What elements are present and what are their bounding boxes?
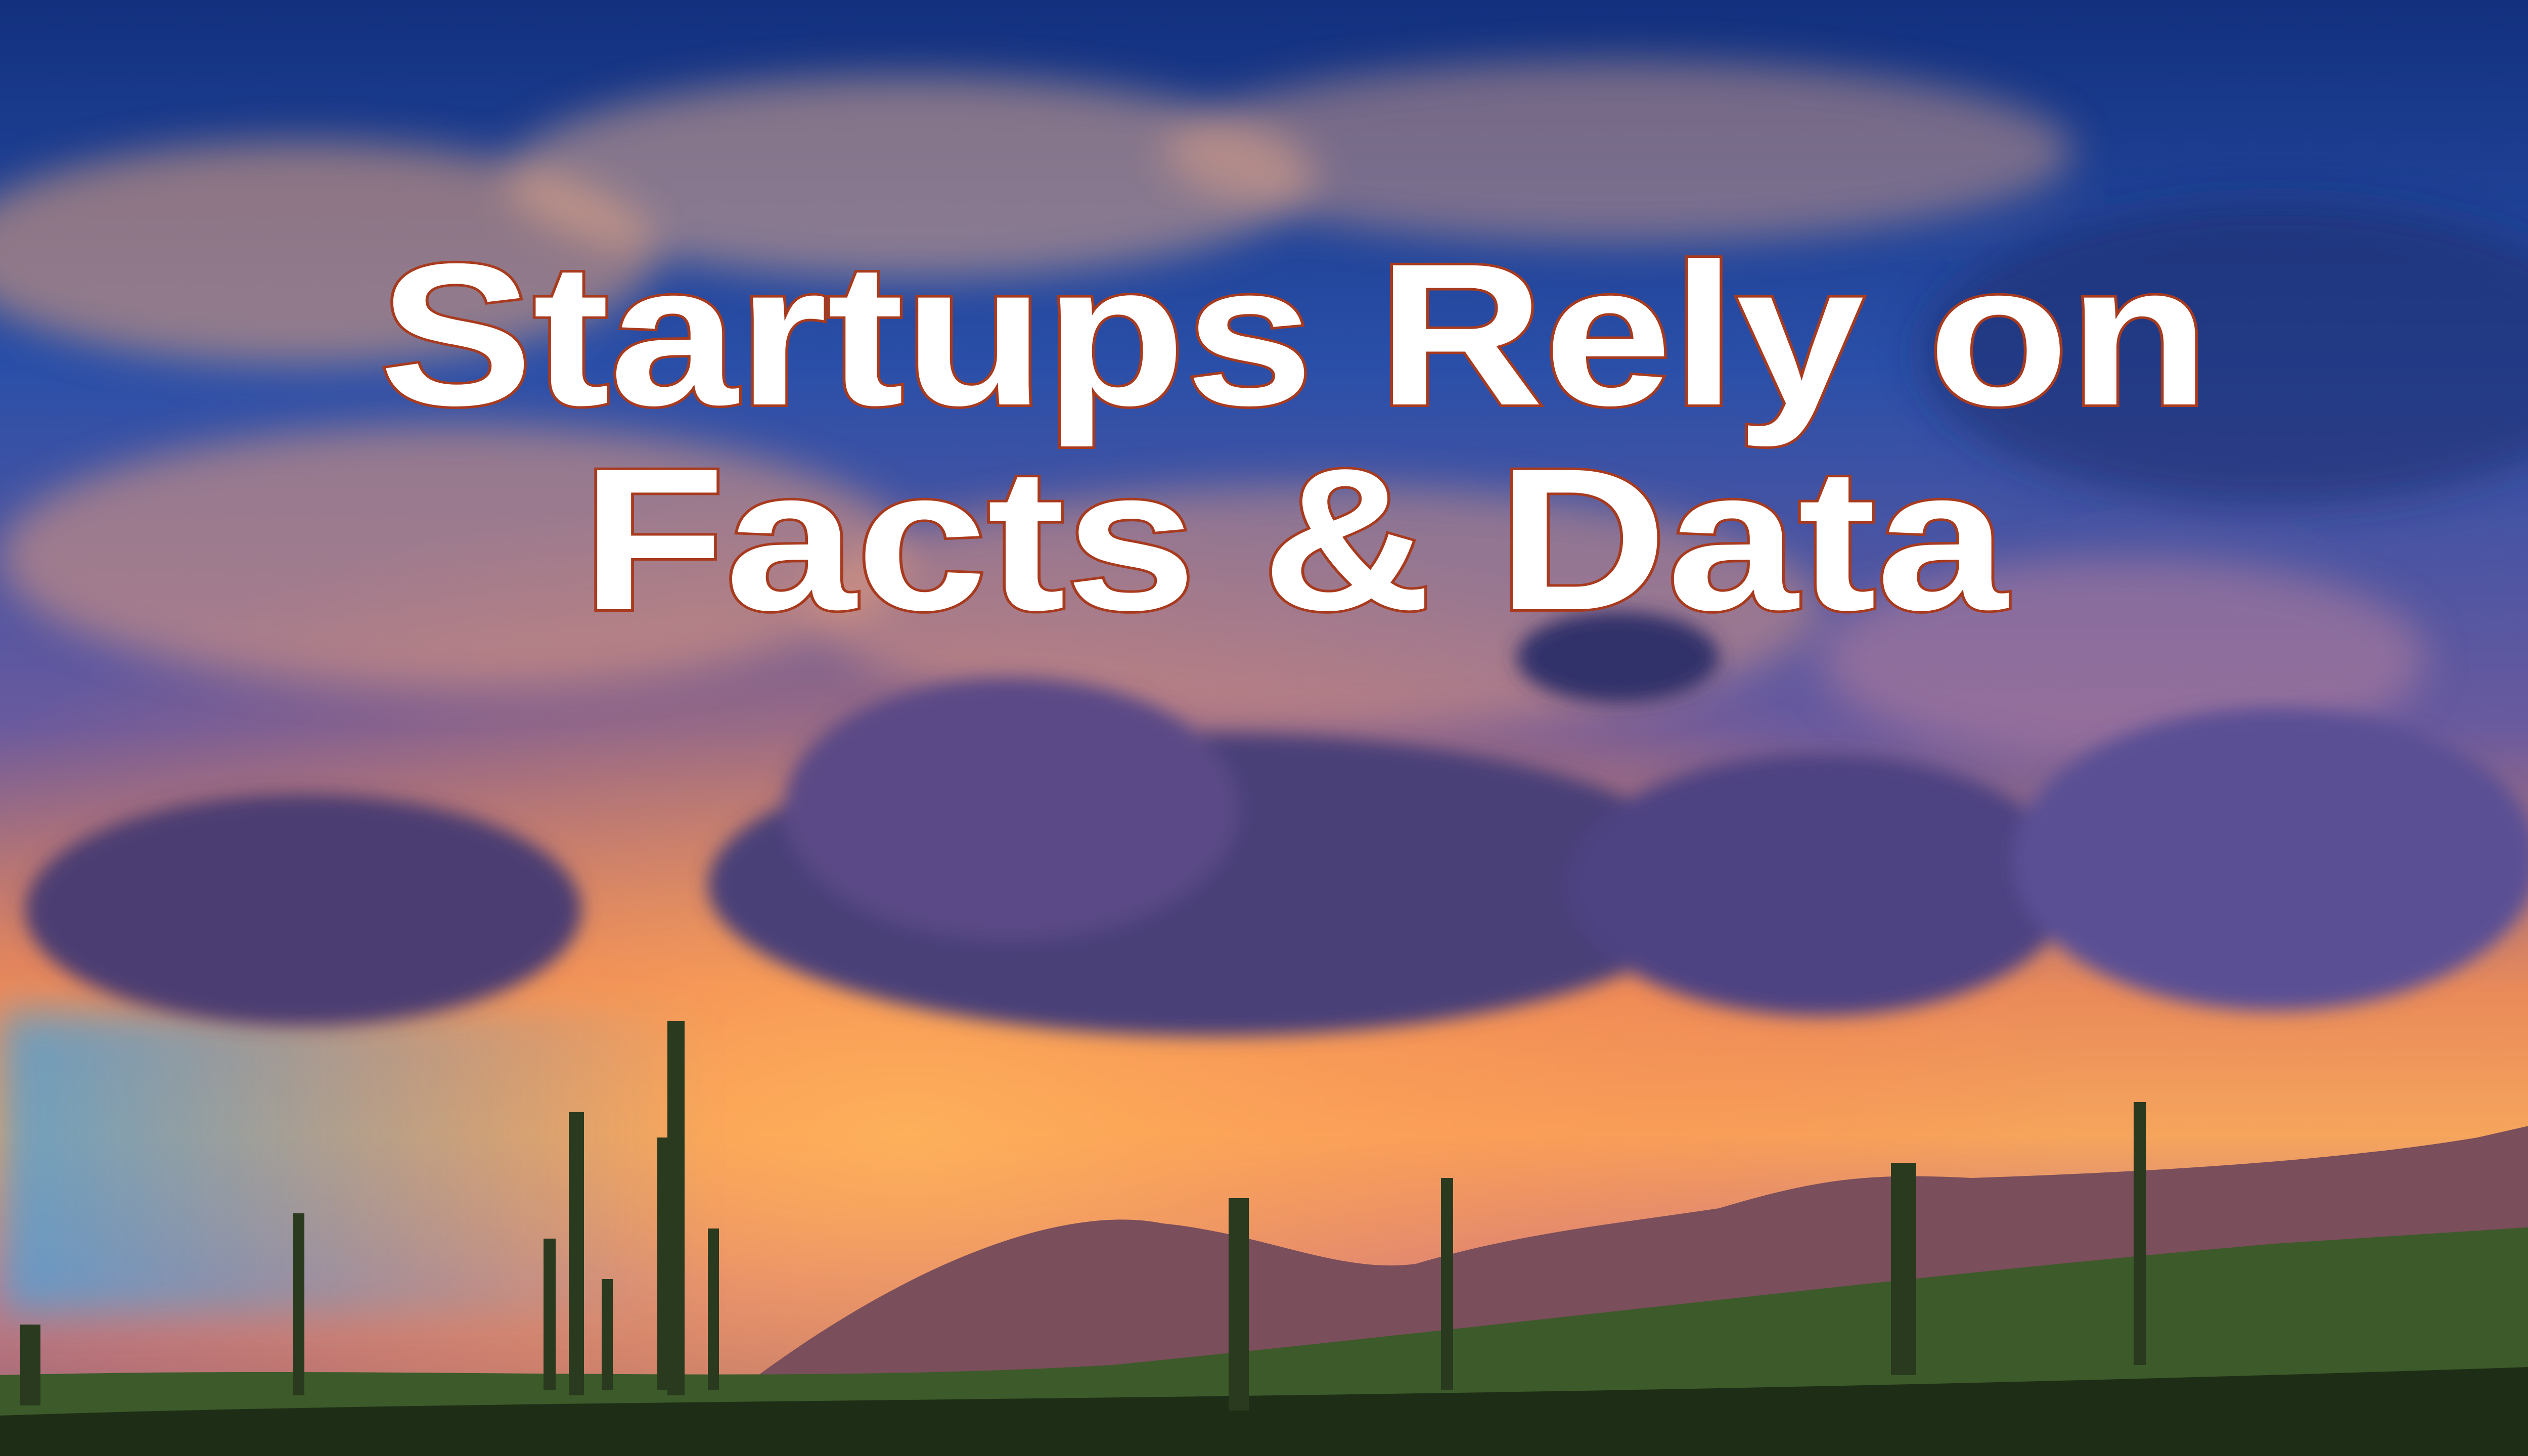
slide-title-line: Startups Rely on (379, 221, 2209, 449)
body: Startups Rely on Facts & Data (() => { c… (0, 0, 2528, 1456)
blue-sky-patch (0, 1011, 708, 1314)
slide: Startups Rely on Facts & Data (0, 0, 2528, 1456)
slide-title-line: Facts & Data (581, 426, 2009, 652)
page: Slide {"slide": {"title_lines": ["Startu… (0, 0, 2528, 1456)
background (0, 0, 2528, 1456)
